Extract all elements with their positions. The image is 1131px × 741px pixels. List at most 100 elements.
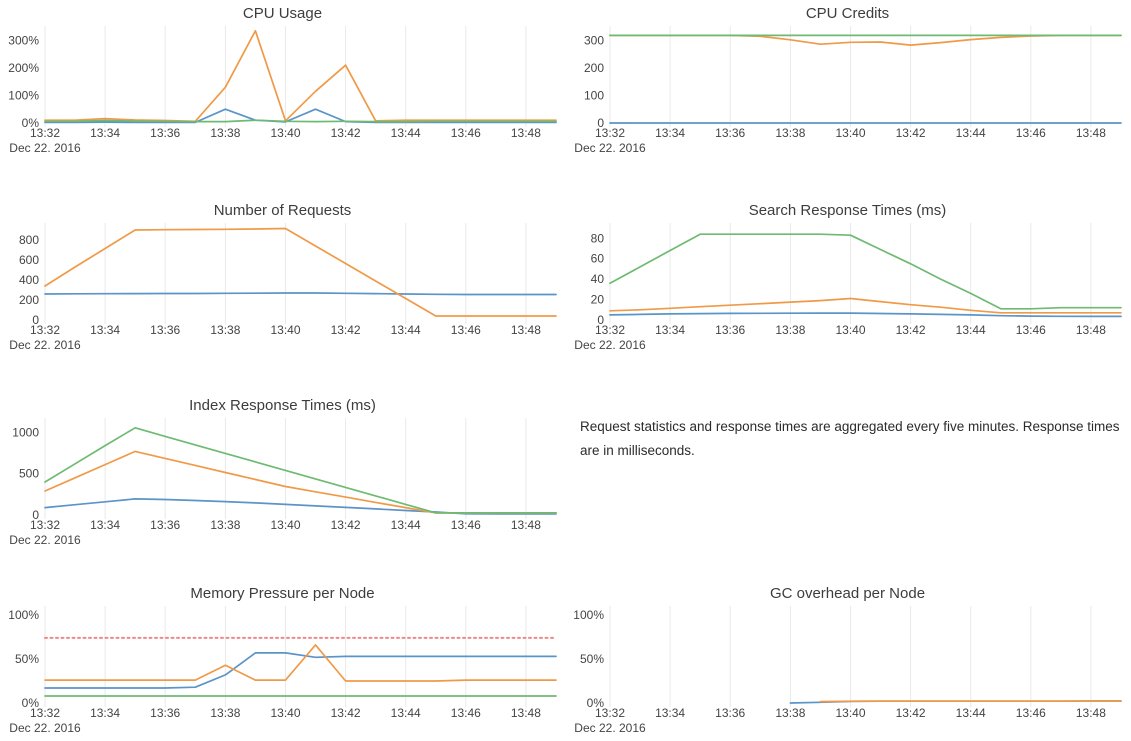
series-line-index-blue — [44, 498, 557, 515]
x-tick-label: 13:48 — [1076, 323, 1106, 337]
chart-title: CPU Credits — [806, 5, 889, 22]
chart-title: GC overhead per Node — [770, 585, 925, 602]
y-tick-label: 0 — [32, 508, 39, 522]
y-tick-label: 0% — [22, 116, 40, 130]
x-tick-label: 13:48 — [1076, 126, 1106, 140]
y-tick-label: 200% — [8, 61, 39, 75]
y-tick-label: 100% — [573, 608, 604, 622]
x-tick-label: 13:36 — [715, 323, 745, 337]
aggregation-note-cell: Request statistics and response times ar… — [565, 385, 1131, 580]
y-tick-label: 300 — [584, 33, 604, 47]
x-tick-label: 13:32 — [595, 126, 625, 140]
x-tick-label: 13:48 — [511, 126, 541, 140]
x-tick-label: 13:40 — [270, 518, 300, 532]
x-date-label: Dec 22. 2016 — [574, 721, 646, 735]
x-tick-label: 13:48 — [511, 323, 541, 337]
x-date-label: Dec 22. 2016 — [574, 338, 646, 352]
chart-title: Search Response Times (ms) — [749, 202, 947, 219]
x-date-label: Dec 22. 2016 — [9, 141, 81, 155]
y-tick-label: 0% — [587, 696, 605, 710]
x-tick-label: 13:34 — [90, 706, 120, 720]
x-tick-label: 13:36 — [715, 126, 745, 140]
x-tick-label: 13:38 — [210, 323, 240, 337]
y-tick-label: 80 — [591, 231, 605, 245]
chart-cell-cpu-credits: CPU Credits 13:32 Dec 22. 2016 13:34 13:36 13… — [565, 0, 1131, 190]
x-tick-label: 13:46 — [451, 706, 481, 720]
x-tick-label: 13:44 — [391, 126, 421, 140]
x-tick-label: 13:32 — [595, 706, 625, 720]
chart-cell-index-response-times: Index Response Times (ms) 13:32 Dec 22. 20… — [0, 385, 565, 580]
x-tick-label: 13:42 — [331, 126, 361, 140]
series-line-node-orange — [609, 34, 1122, 46]
x-tick-label: 13:38 — [775, 126, 805, 140]
x-tick-label: 13:46 — [1016, 706, 1046, 720]
x-tick-label: 13:42 — [331, 706, 361, 720]
series-line-index-green — [44, 426, 557, 514]
x-tick-label: 13:40 — [270, 126, 300, 140]
series-line-node-orange — [44, 29, 557, 123]
y-tick-label: 800 — [19, 233, 39, 247]
x-tick-label: 13:46 — [451, 126, 481, 140]
x-tick-label: 13:44 — [391, 518, 421, 532]
x-tick-label: 13:42 — [896, 126, 926, 140]
y-tick-label: 40 — [591, 272, 605, 286]
x-date-label: Dec 22. 2016 — [9, 338, 81, 352]
chart-cell-search-response-times: Search Response Times (ms) 13:32 Dec 22. 2… — [565, 190, 1131, 385]
series-line-search-blue — [609, 312, 1122, 318]
y-tick-label: 0 — [597, 116, 604, 130]
chart-cell-gc-overhead: GC overhead per Node 13:32 Dec 22. 2016 13:… — [565, 580, 1131, 741]
x-tick-label: 13:38 — [775, 323, 805, 337]
x-tick-label: 13:40 — [835, 126, 865, 140]
x-tick-label: 13:36 — [150, 323, 180, 337]
x-tick-label: 13:40 — [835, 706, 865, 720]
series-line-requests-blue — [44, 292, 557, 296]
chart-title: Number of Requests — [214, 202, 352, 219]
chart-cell-cpu-usage: CPU Usage 13:32 Dec 22. 2016 13:34 13:36 13:3… — [0, 0, 565, 190]
x-tick-label: 13:42 — [896, 706, 926, 720]
x-tick-label: 13:36 — [150, 126, 180, 140]
x-tick-label: 13:40 — [270, 323, 300, 337]
x-tick-label: 13:34 — [90, 323, 120, 337]
series-line-memory-orange — [44, 644, 557, 682]
chart-title: Memory Pressure per Node — [190, 585, 374, 602]
chart-cell-number-of-requests: Number of Requests 13:32 Dec 22. 2016 13:34… — [0, 190, 565, 385]
y-tick-label: 200 — [19, 293, 39, 307]
y-tick-label: 50% — [15, 652, 39, 666]
x-tick-label: 13:36 — [715, 706, 745, 720]
y-tick-label: 100% — [8, 608, 39, 622]
aggregation-note-text: Request statistics and response times ar… — [580, 419, 1120, 458]
x-tick-label: 13:32 — [595, 323, 625, 337]
y-tick-label: 100 — [584, 89, 604, 103]
series-line-search-orange — [609, 297, 1122, 314]
x-date-label: Dec 22. 2016 — [9, 721, 81, 735]
y-tick-label: 400 — [19, 273, 39, 287]
series-line-node-green — [44, 119, 557, 123]
x-tick-label: 13:46 — [451, 323, 481, 337]
y-tick-label: 50% — [580, 652, 604, 666]
x-tick-label: 13:40 — [835, 323, 865, 337]
y-tick-label: 500 — [19, 467, 39, 481]
series-line-requests-orange — [44, 227, 557, 317]
chart-cell-memory-pressure: Memory Pressure per Node 13:32 Dec 22. 201… — [0, 580, 565, 741]
x-tick-label: 13:44 — [391, 706, 421, 720]
x-tick-label: 13:48 — [511, 518, 541, 532]
x-tick-label: 13:38 — [210, 706, 240, 720]
series-line-memory-blue — [44, 652, 557, 689]
x-tick-label: 13:38 — [210, 126, 240, 140]
x-tick-label: 13:44 — [956, 706, 986, 720]
x-tick-label: 13:40 — [270, 706, 300, 720]
series-line-index-orange — [44, 450, 557, 514]
x-tick-label: 13:46 — [1016, 323, 1046, 337]
x-tick-label: 13:32 — [30, 706, 60, 720]
y-tick-label: 60 — [591, 252, 605, 266]
x-tick-label: 13:34 — [90, 518, 120, 532]
x-tick-label: 13:46 — [1016, 126, 1046, 140]
x-tick-label: 13:44 — [956, 126, 986, 140]
